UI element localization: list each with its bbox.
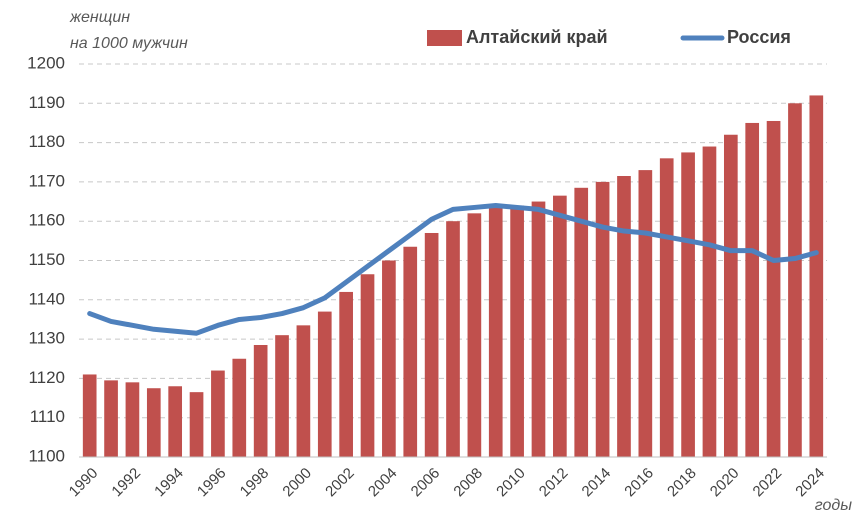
bar bbox=[382, 260, 396, 457]
bar bbox=[446, 221, 460, 457]
y-tick-label: 1150 bbox=[28, 250, 65, 269]
x-axis-title: годы bbox=[815, 497, 852, 514]
y-tick-label: 1100 bbox=[28, 446, 65, 465]
bar bbox=[723, 134, 738, 458]
y-tick-label: 1120 bbox=[28, 368, 65, 387]
bar bbox=[553, 195, 567, 457]
bar bbox=[617, 176, 631, 457]
y-tick-label: 1130 bbox=[28, 329, 65, 348]
bar bbox=[125, 382, 140, 457]
bar bbox=[82, 374, 97, 457]
x-tick-label: 2006 bbox=[408, 465, 444, 501]
x-tick-label: 2008 bbox=[450, 465, 486, 501]
bar bbox=[595, 181, 610, 457]
x-tick-label: 1992 bbox=[108, 465, 144, 501]
x-tick-label: 1994 bbox=[151, 465, 187, 501]
bar bbox=[488, 207, 503, 457]
bar bbox=[467, 213, 482, 457]
x-tick-label: 2024 bbox=[792, 465, 828, 501]
x-tick-label: 2012 bbox=[536, 465, 572, 501]
x-tick-label: 2016 bbox=[621, 465, 657, 501]
y-tick-label: 1180 bbox=[28, 132, 65, 151]
x-tick-label: 1996 bbox=[194, 465, 230, 501]
bar bbox=[531, 201, 546, 457]
bar bbox=[766, 120, 781, 458]
bar bbox=[510, 205, 524, 457]
bar bbox=[168, 386, 183, 457]
legend-label: Россия bbox=[727, 27, 791, 47]
bar bbox=[403, 246, 418, 457]
x-tick-label: 2014 bbox=[579, 465, 615, 501]
legend-label: Алтайский край bbox=[466, 27, 608, 47]
x-tick-label: 2018 bbox=[664, 465, 700, 501]
x-tick-label: 2022 bbox=[750, 465, 786, 501]
bar bbox=[809, 95, 824, 457]
bar bbox=[788, 103, 802, 458]
bar bbox=[659, 158, 674, 457]
x-tick-label: 2000 bbox=[279, 465, 315, 501]
x-tick-label: 2004 bbox=[365, 465, 401, 501]
y-tick-label: 1200 bbox=[27, 53, 65, 72]
bar bbox=[360, 274, 375, 457]
bar bbox=[253, 344, 268, 457]
y-tick-label: 1190 bbox=[28, 93, 65, 112]
line bbox=[87, 202, 819, 336]
x-tick-label: 1998 bbox=[237, 465, 273, 501]
y-tick-label: 1110 bbox=[30, 407, 65, 426]
bar bbox=[296, 325, 311, 457]
bar bbox=[702, 146, 717, 457]
y-tick-label: 1170 bbox=[28, 171, 65, 190]
bar bbox=[574, 187, 589, 458]
y-axis-title: на 1000 мужчин bbox=[70, 35, 188, 52]
x-tick-label: 1990 bbox=[66, 465, 102, 501]
bar bbox=[681, 152, 695, 458]
bar bbox=[339, 291, 353, 457]
x-tick-label: 2002 bbox=[322, 465, 358, 501]
bar bbox=[317, 311, 332, 457]
bar bbox=[232, 358, 247, 457]
bar bbox=[638, 170, 653, 458]
bar bbox=[189, 392, 204, 457]
bar bbox=[211, 370, 225, 457]
bar bbox=[424, 232, 439, 457]
bar bbox=[275, 335, 289, 457]
bar bbox=[745, 122, 760, 457]
x-tick-label: 2020 bbox=[707, 465, 743, 501]
y-tick-label: 1160 bbox=[28, 211, 65, 230]
bar bbox=[104, 380, 118, 457]
bar bbox=[146, 388, 161, 457]
y-axis-title: женщин bbox=[69, 9, 130, 26]
legend-swatch bbox=[427, 30, 462, 46]
x-tick-label: 2010 bbox=[493, 465, 529, 501]
y-tick-label: 1140 bbox=[28, 289, 65, 308]
